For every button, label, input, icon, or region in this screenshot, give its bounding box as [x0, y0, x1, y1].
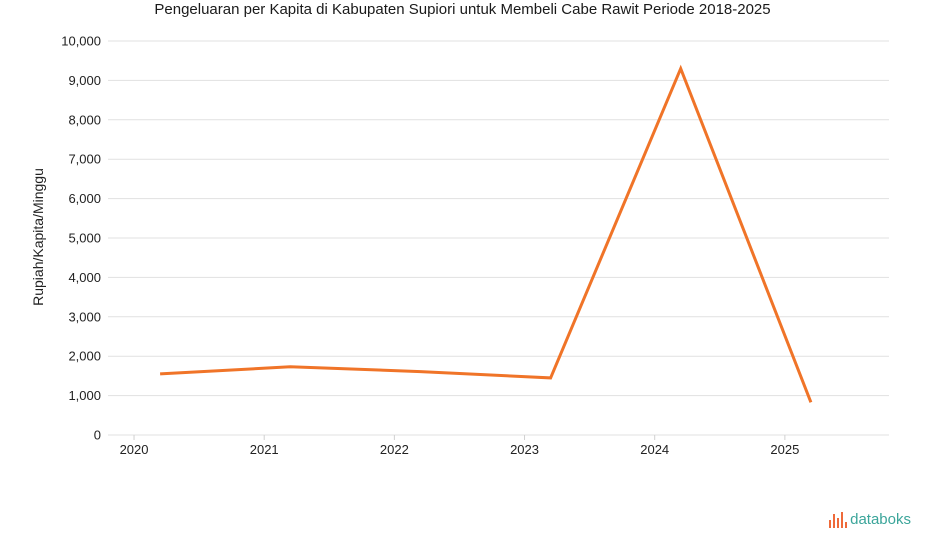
series-group: [160, 64, 813, 403]
y-tick-label: 8,000: [68, 112, 101, 127]
x-axis: 2020 2021 2022 2023 2024 2025: [120, 435, 799, 457]
brand-name: databoks: [850, 511, 911, 528]
chart-title: Pengeluaran per Kapita di Kabupaten Supi…: [154, 1, 771, 18]
x-tick-label: 2022: [380, 442, 409, 457]
y-tick-label: 5,000: [68, 231, 101, 246]
y-tick-label: 7,000: [68, 152, 101, 167]
databoks-logo-icon: [829, 511, 848, 528]
y-tick-label: 0: [94, 428, 101, 443]
x-tick-label: 2021: [250, 442, 279, 457]
y-axis: 0 1,000 2,000 3,000 4,000 5,000 6,000 7,000 8,00…: [61, 34, 101, 443]
databoks-brand: databoks: [829, 511, 911, 528]
gridlines: [108, 40, 889, 436]
x-tick-label: 2020: [120, 442, 149, 457]
series-line: [160, 64, 813, 403]
y-tick-label: 3,000: [68, 309, 101, 324]
y-tick-label: 4,000: [68, 270, 101, 285]
x-tick-label: 2024: [640, 442, 669, 457]
y-tick-label: 9,000: [68, 73, 101, 88]
y-tick-label: 10,000: [61, 34, 101, 49]
y-tick-label: 1,000: [68, 388, 101, 403]
y-tick-label: 2,000: [68, 349, 101, 364]
x-tick-label: 2025: [770, 442, 799, 457]
y-tick-label: 6,000: [68, 191, 101, 206]
x-tick-label: 2023: [510, 442, 539, 457]
y-axis-title: Rupiah/Kapita/Minggu: [30, 168, 46, 306]
